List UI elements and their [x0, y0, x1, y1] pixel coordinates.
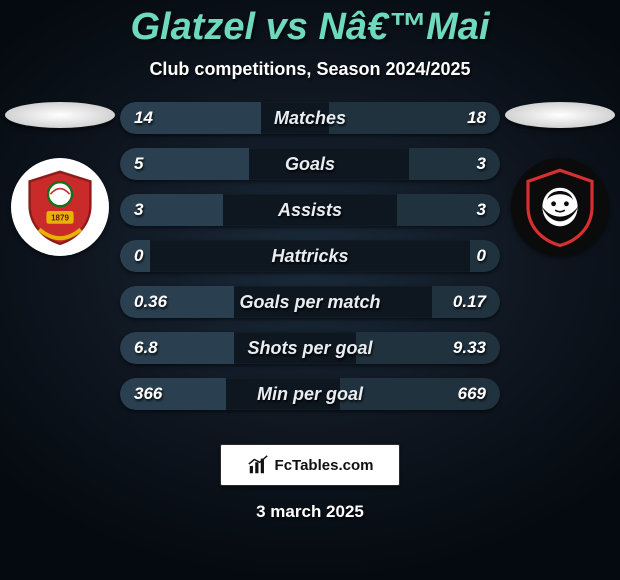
- stat-row: 33Assists: [120, 194, 500, 226]
- player-right-side: [500, 102, 620, 256]
- comparison-arena: 1879 1418Matches 53Goals 33Assists 00Hattri…: [0, 102, 620, 432]
- stat-row: 53Goals: [120, 148, 500, 180]
- stat-label: Shots per goal: [120, 332, 500, 364]
- stat-row: 1418Matches: [120, 102, 500, 134]
- swindon-crest-icon: 1879: [20, 167, 100, 247]
- player-left-side: 1879: [0, 102, 120, 256]
- stat-rows: 1418Matches 53Goals 33Assists 00Hattricks 0.…: [120, 102, 500, 424]
- snapshot-date: 3 march 2025: [0, 502, 620, 522]
- comparison-subtitle: Club competitions, Season 2024/2025: [0, 59, 620, 80]
- club-right-crest: [511, 158, 609, 256]
- svg-text:1879: 1879: [51, 214, 69, 223]
- player-right-placeholder: [505, 102, 615, 128]
- stat-label: Min per goal: [120, 378, 500, 410]
- source-badge: FcTables.com: [220, 444, 400, 486]
- stat-label: Hattricks: [120, 240, 500, 272]
- salford-crest-icon: [520, 167, 600, 247]
- stat-row: 366669Min per goal: [120, 378, 500, 410]
- comparison-title: Glatzel vs Nâ€™Mai: [0, 0, 620, 49]
- player-left-placeholder: [5, 102, 115, 128]
- source-label: FcTables.com: [275, 457, 374, 474]
- stat-label: Goals per match: [120, 286, 500, 318]
- stat-label: Matches: [120, 102, 500, 134]
- stat-row: 00Hattricks: [120, 240, 500, 272]
- stat-label: Assists: [120, 194, 500, 226]
- stat-row: 0.360.17Goals per match: [120, 286, 500, 318]
- stat-row: 6.89.33Shots per goal: [120, 332, 500, 364]
- stat-label: Goals: [120, 148, 500, 180]
- club-left-crest: 1879: [11, 158, 109, 256]
- chart-icon: [247, 454, 269, 476]
